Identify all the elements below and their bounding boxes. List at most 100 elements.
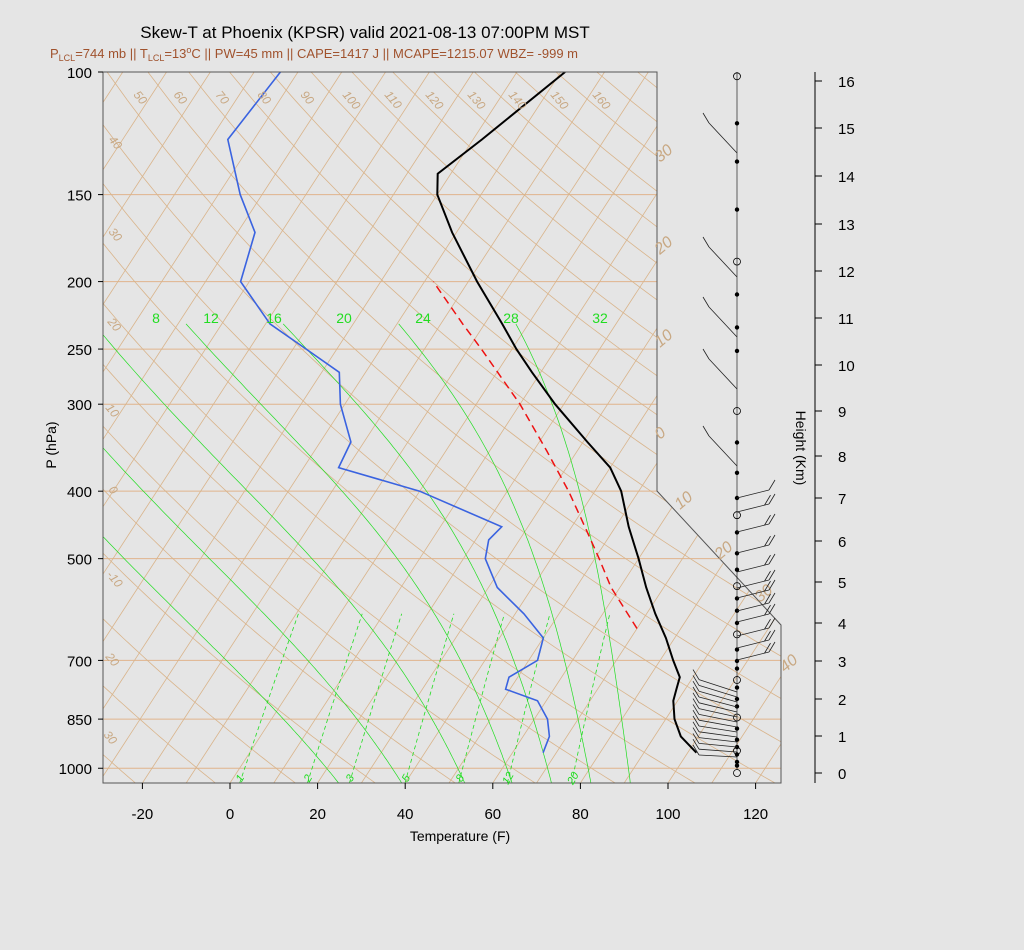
- y-tick-label: 200: [67, 275, 92, 292]
- isotherm-label-right: 0: [652, 424, 670, 443]
- dry-adiabat-line: [106, 72, 781, 783]
- mixing-ratio-label: 1: [234, 773, 247, 784]
- wind-barb: [736, 489, 770, 499]
- dry-adiabat-label: 80: [255, 88, 275, 107]
- wind-barb-feather: [764, 630, 771, 642]
- dry-adiabat-line: [147, 72, 781, 783]
- wind-barb: [708, 435, 738, 467]
- wind-level-marker: [734, 207, 740, 212]
- wind-barb-feather: [692, 698, 700, 709]
- height-tick-label: 1: [838, 729, 846, 746]
- wind-level-marker: [734, 440, 740, 445]
- wind-level-marker: [733, 713, 741, 722]
- isotherm-line: [103, 72, 518, 783]
- moist-adiabat-line: [103, 323, 339, 783]
- y-tick-label: 400: [67, 484, 92, 501]
- dry-adiabat-line: [433, 72, 781, 783]
- wind-barb-feather: [702, 348, 710, 360]
- isotherm-line: [103, 72, 430, 783]
- wind-barb: [698, 702, 738, 713]
- wind-barb-feather: [768, 603, 776, 615]
- dry-adiabat-line: [392, 72, 781, 783]
- height-tick-label: 15: [838, 121, 855, 138]
- moist-adiabat-label: 24: [415, 310, 431, 326]
- dry-adiabat-line: [103, 72, 616, 783]
- height-axis-label: Height (Km): [793, 411, 809, 486]
- isotherm-label-right: 40: [777, 652, 802, 677]
- isotherm-line: [843, 72, 1024, 783]
- dry-adiabat-line: [637, 72, 781, 783]
- dry-adiabat-line: [514, 72, 781, 783]
- x-tick-label: 20: [309, 806, 326, 823]
- height-tick-label: 4: [838, 616, 846, 633]
- wind-barb: [698, 748, 738, 753]
- dry-adiabat-label: 90: [298, 88, 318, 107]
- wind-barb: [736, 523, 770, 533]
- wind-barb-feather: [768, 579, 776, 591]
- y-axis-label: P (hPa): [43, 421, 59, 468]
- wind-barb-feather: [692, 675, 700, 686]
- wind-barb-feather: [702, 296, 710, 308]
- mixing-ratio-line: [571, 613, 611, 783]
- dry-adiabat-line: [269, 72, 781, 783]
- wind-barb-feather: [692, 680, 700, 692]
- background-line-labels: 50 60 70 80 90 100 110 120 130 140 150 160403020100…: [101, 88, 802, 788]
- wind-level-marker: [734, 348, 740, 354]
- isotherm-line: [103, 72, 299, 783]
- y-tick-label: 100: [67, 65, 92, 82]
- dry-adiabat-line: [555, 72, 781, 783]
- height-tick-label: 6: [838, 534, 846, 551]
- wind-level-marker: [734, 530, 740, 535]
- wind-barb-feather: [764, 514, 771, 526]
- wind-level-marker: [734, 759, 740, 765]
- isotherm-label-left: 40: [106, 133, 126, 152]
- isotherm-line: [536, 72, 781, 783]
- isotherm-line: [103, 72, 255, 783]
- wind-barb: [698, 719, 738, 728]
- isotherm-label-right: 20: [651, 234, 676, 259]
- wind-barb: [708, 122, 738, 154]
- dry-adiabat-label: 50: [131, 88, 151, 107]
- wind-level-marker: [734, 696, 740, 702]
- wind-barb: [736, 627, 770, 637]
- wind-level-marker: [733, 769, 741, 777]
- x-tick-label: 80: [572, 806, 589, 823]
- wind-level-marker: [734, 159, 740, 164]
- wind-barb-feather: [764, 618, 771, 630]
- wind-barb: [708, 306, 738, 338]
- sounding-profiles: [226, 72, 698, 754]
- wind-barb-feather: [692, 704, 700, 715]
- dry-adiabat-label: 100: [340, 88, 364, 113]
- wind-level-marker: [734, 325, 740, 330]
- isotherm-line: [229, 72, 693, 783]
- isotherm-line: [404, 72, 781, 783]
- wind-barb: [698, 679, 738, 693]
- wind-level-marker: [733, 257, 741, 266]
- dry-adiabat-line: [103, 72, 536, 783]
- dry-adiabat-line: [103, 72, 216, 783]
- mixing-ratio-line: [349, 613, 403, 783]
- wind-barb: [708, 358, 738, 390]
- chart-subtitle: PLCL=744 mb || TLCL=13oC || PW=45 mm || …: [50, 45, 578, 63]
- dry-adiabat-label: 150: [548, 88, 572, 113]
- isotherm-label-left: 20: [102, 649, 122, 669]
- isotherm-line: [103, 72, 386, 783]
- dry-adiabat-line: [103, 72, 776, 783]
- wind-level-marker: [733, 630, 741, 639]
- moist-adiabat-label: 8: [152, 310, 160, 326]
- height-tick-label: 2: [838, 692, 846, 709]
- wind-barb-feather: [768, 569, 776, 581]
- moist-adiabat-line: [515, 323, 631, 783]
- wind-barb-feather: [764, 570, 771, 582]
- mixing-ratio-label: 20: [565, 769, 582, 787]
- temperature-line: [436, 72, 698, 754]
- isotherm-line: [103, 72, 211, 783]
- isotherm-line: [185, 72, 649, 783]
- wind-barb-feather: [764, 642, 771, 654]
- wind-barb-feather: [702, 236, 710, 248]
- wind-barb: [736, 579, 770, 589]
- wind-level-marker: [734, 666, 740, 671]
